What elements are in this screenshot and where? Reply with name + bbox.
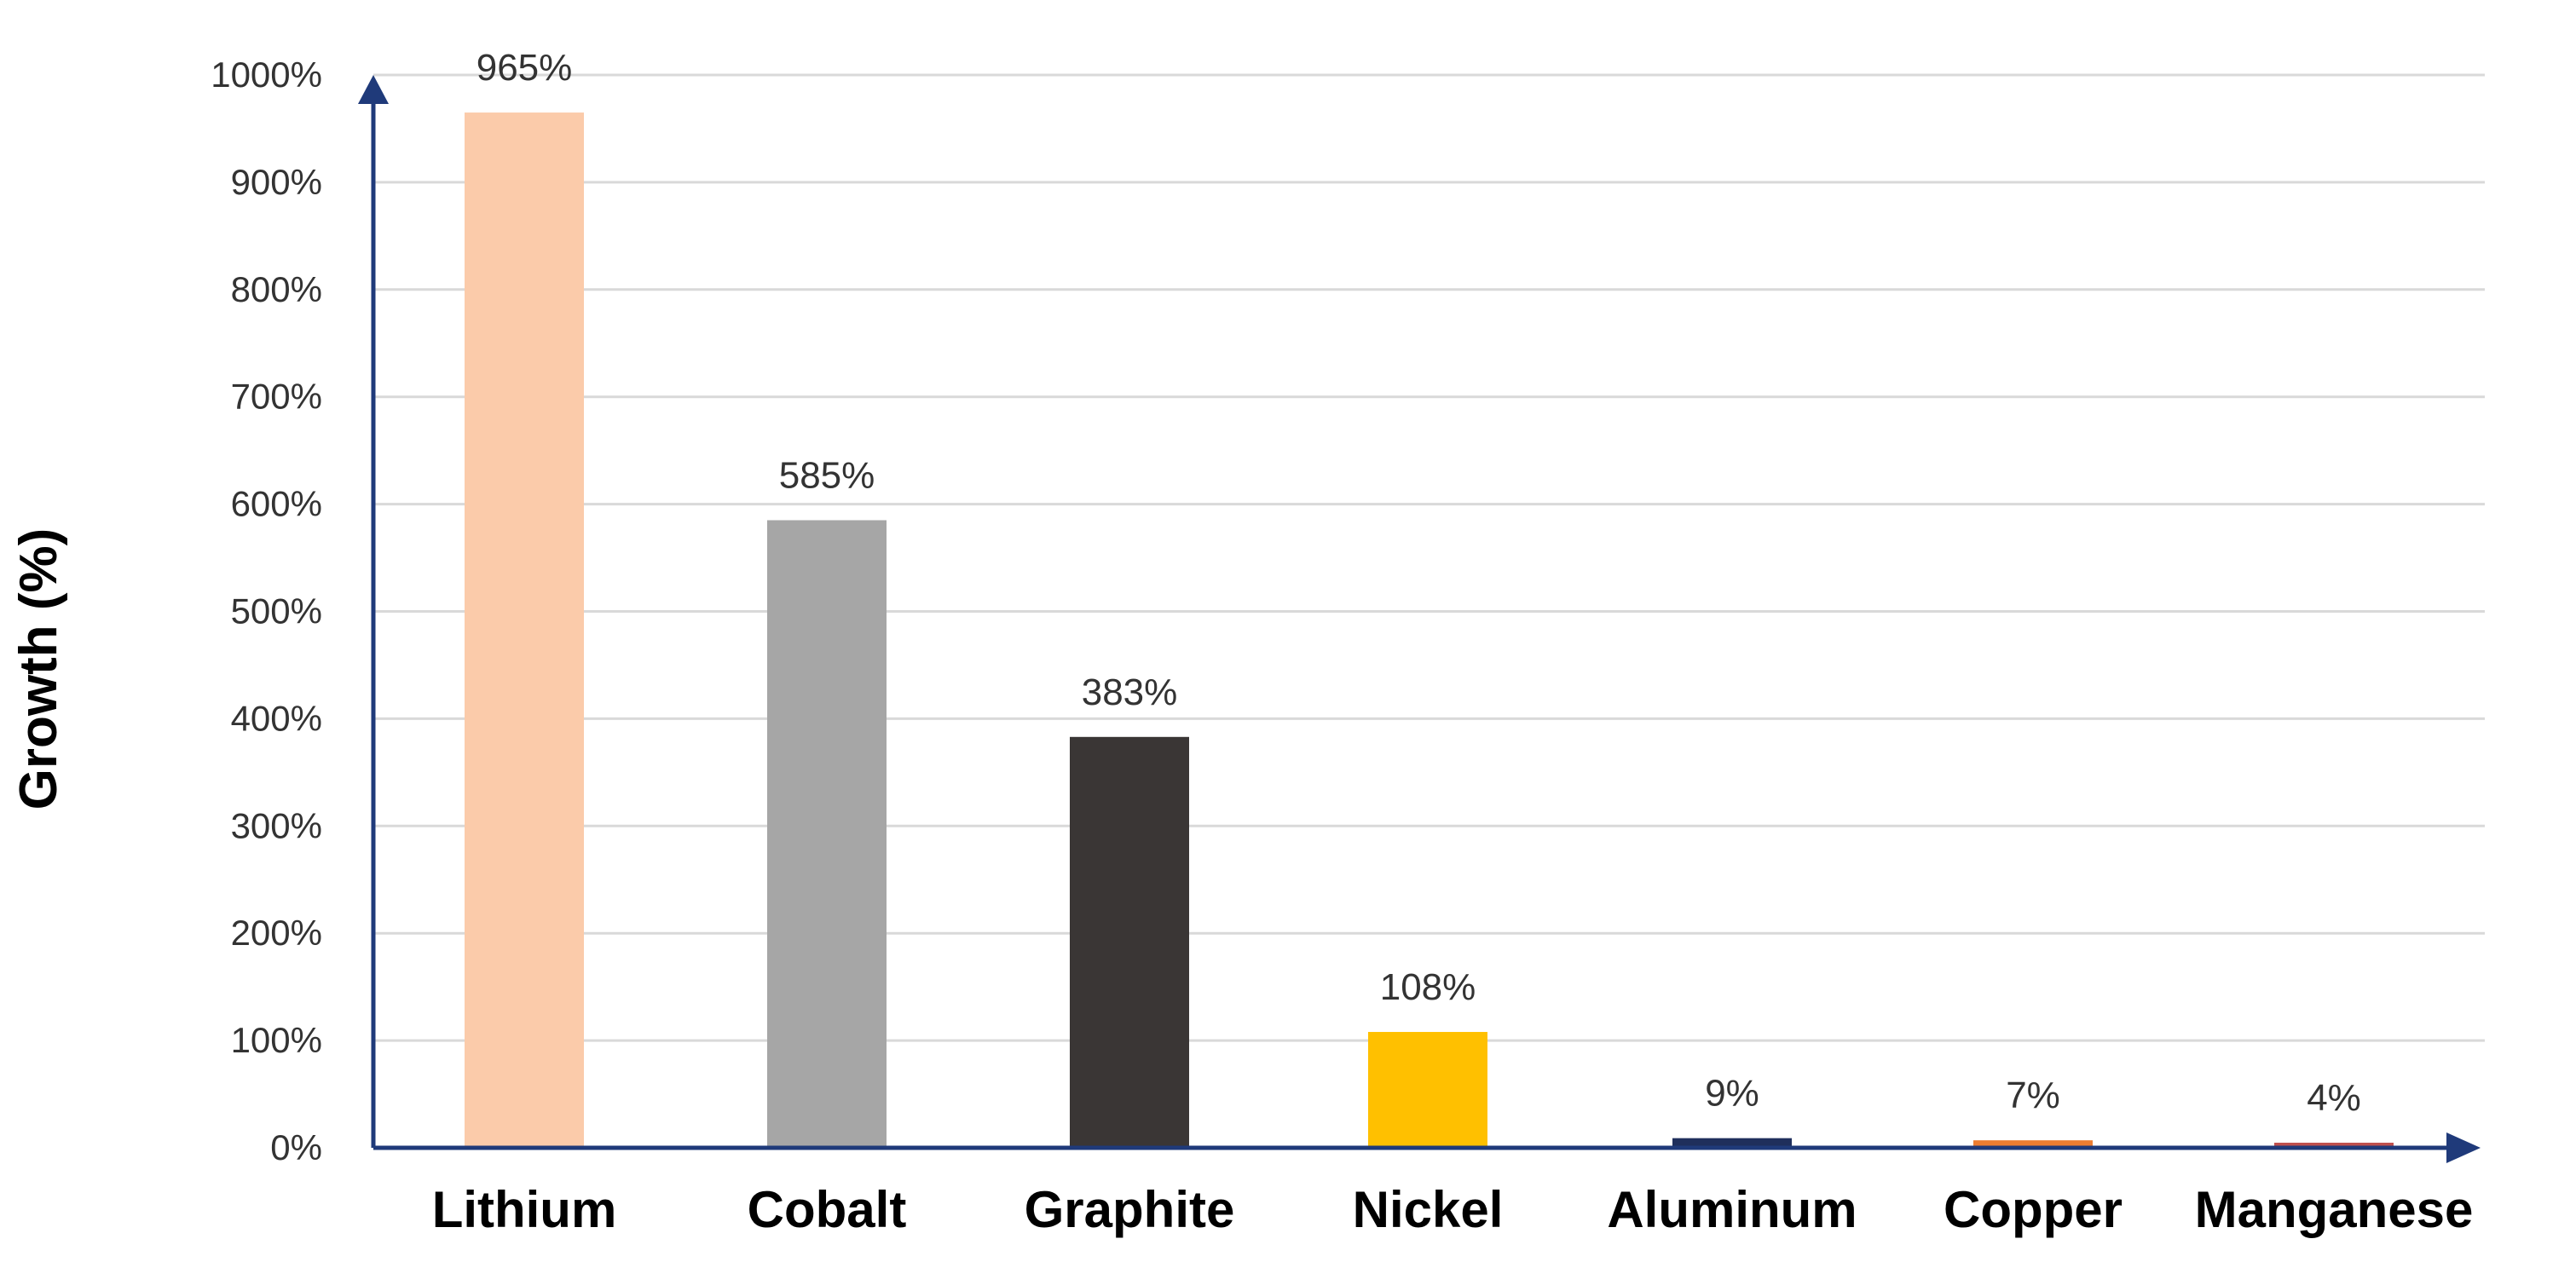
bar-cobalt [767,520,887,1148]
data-label: 585% [779,454,875,496]
y-tick-label: 0% [270,1127,322,1167]
data-label: 108% [1380,966,1476,1008]
x-category-label: Copper [1944,1181,2123,1238]
y-tick-label: 300% [231,805,322,845]
x-category-label: Manganese [2195,1181,2474,1238]
x-category-label: Graphite [1025,1181,1235,1238]
labels: 0% 100% 200% 300% 400% 500% 600% 700% 800% 900% 10… [211,47,2473,1238]
bar-copper [1973,1140,2093,1148]
y-axis-title: Growth (%) [9,528,68,810]
data-label: 7% [2006,1075,2060,1116]
y-tick-label: 200% [231,913,322,953]
x-axis-arrow-icon [2446,1132,2481,1163]
y-axis-arrow-icon [358,75,389,104]
bar-graphite [1070,736,1189,1148]
y-tick-label: 700% [231,377,322,417]
bars [465,112,2394,1149]
x-category-label: Aluminum [1607,1181,1857,1238]
bar-nickel [1368,1032,1487,1148]
bar-manganese [2274,1143,2394,1148]
data-label: 4% [2307,1077,2361,1119]
bar-lithium [465,112,584,1149]
x-category-label: Cobalt [748,1181,907,1238]
y-tick-label: 600% [231,484,322,524]
x-category-label: Nickel [1353,1181,1504,1238]
axes [358,75,2481,1163]
y-tick-label: 900% [231,162,322,202]
y-tick-label: 800% [231,269,322,309]
gridlines [373,73,2485,1042]
bar-aluminum [1672,1138,1792,1148]
data-label: 9% [1705,1073,1759,1115]
data-label: 965% [477,47,573,89]
y-tick-label: 1000% [211,55,322,95]
data-label: 383% [1082,671,1178,713]
y-tick-label: 500% [231,591,322,631]
y-tick-label: 100% [231,1020,322,1060]
x-category-label: Lithium [432,1181,617,1238]
y-tick-label: 400% [231,698,322,738]
